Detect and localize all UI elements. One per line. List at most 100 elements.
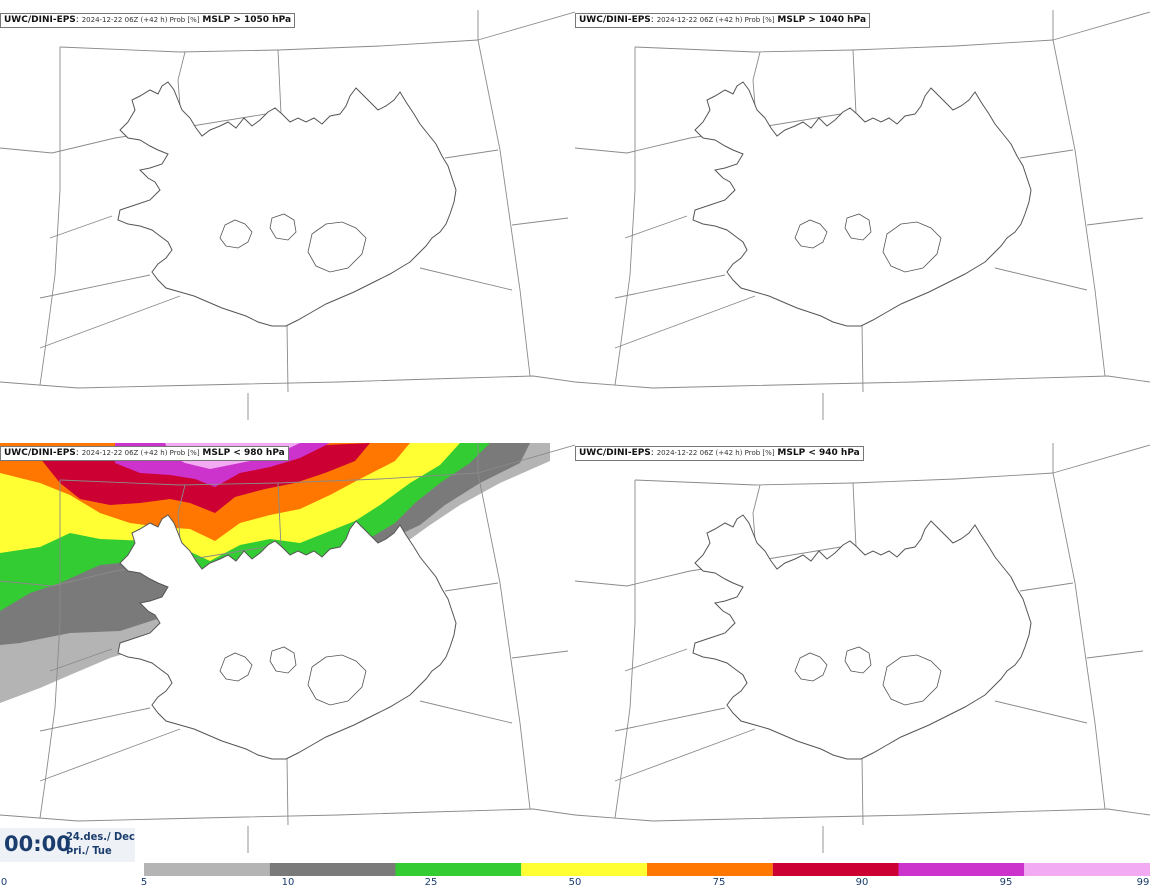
- glacier-outline: [844, 213, 872, 241]
- grid-line: [49, 648, 113, 672]
- grid-line: [0, 375, 575, 389]
- map-grid-lines: [575, 443, 1150, 853]
- grid-line: [511, 650, 569, 659]
- map-panel-mslp-gt-1040: UWC/DINI-EPS: 2024-12-22 06Z (+42 h) Pro…: [575, 10, 1150, 440]
- grid-line: [1052, 39, 1106, 377]
- panel-title: UWC/DINI-EPS: 2024-12-22 06Z (+42 h) Pro…: [0, 446, 289, 461]
- grid-line: [634, 472, 1054, 486]
- grid-line: [0, 111, 279, 154]
- coastline: [692, 81, 1032, 327]
- grid-line: [444, 149, 499, 159]
- grid-line: [177, 484, 186, 540]
- grid-line: [624, 215, 688, 239]
- panel-title: UWC/DINI-EPS: 2024-12-22 06Z (+42 h) Pro…: [0, 13, 296, 28]
- grid-line: [634, 39, 1054, 53]
- iceland-coastline: [117, 514, 457, 760]
- grid-line: [511, 217, 569, 226]
- grid-line: [286, 756, 289, 826]
- colorbar-segment: [144, 863, 270, 876]
- grid-line: [0, 544, 279, 587]
- grid-line: [575, 111, 854, 154]
- grid-line: [0, 808, 575, 822]
- grid-line: [419, 267, 513, 291]
- grid-line: [1086, 217, 1144, 226]
- grid-line: [477, 444, 575, 474]
- grid-line: [39, 47, 61, 386]
- grid-line: [575, 544, 854, 587]
- grid-line: [39, 728, 181, 782]
- grid-line: [39, 480, 61, 819]
- grid-line: [1086, 650, 1144, 659]
- grid-line: [624, 648, 688, 672]
- colorbar-segment: [395, 863, 522, 876]
- map-grid-lines: [0, 10, 575, 420]
- grid-line: [39, 295, 181, 349]
- grid-line: [477, 39, 531, 377]
- map-grid-lines: [575, 10, 1150, 420]
- colorbar-label: 25: [424, 877, 438, 888]
- grid-line: [861, 323, 864, 393]
- grid-line: [1019, 149, 1074, 159]
- probability-colorbar: [144, 863, 1150, 876]
- colorbar-labels: 0 5 10 25 50 75 90 95 99: [0, 877, 1150, 891]
- grid-line: [614, 707, 726, 732]
- glacier-outline: [269, 213, 297, 241]
- colorbar-label: 90: [855, 877, 869, 888]
- map-canvas: [575, 443, 1150, 853]
- grid-line: [861, 756, 864, 826]
- grid-line: [852, 482, 857, 548]
- iceland-coastline: [692, 514, 1032, 760]
- grid-line: [277, 49, 282, 115]
- glacier-outline: [794, 219, 828, 249]
- map-canvas: [0, 10, 575, 420]
- grid-line: [39, 274, 151, 299]
- colorbar-label: 75: [712, 877, 726, 888]
- colorbar-label: 99: [1136, 877, 1150, 888]
- panel-title: UWC/DINI-EPS: 2024-12-22 06Z (+42 h) Pro…: [575, 13, 871, 28]
- grid-line: [614, 47, 636, 386]
- coastline: [117, 81, 457, 327]
- valid-time-clock: 00:00: [4, 832, 71, 856]
- grid-line: [444, 582, 499, 592]
- iceland-coastline: [117, 81, 457, 327]
- grid-line: [575, 808, 1150, 822]
- grid-line: [752, 484, 761, 540]
- colorbar-segment: [898, 863, 1025, 876]
- coastline: [117, 514, 457, 760]
- grid-line: [614, 728, 756, 782]
- grid-line: [477, 472, 531, 810]
- colorbar-label: 50: [568, 877, 582, 888]
- grid-line: [994, 267, 1088, 291]
- valid-date-line-2: Þri./ Tue: [66, 844, 112, 857]
- grid-line: [994, 700, 1088, 724]
- valid-date-line-1: 24.des./ Dec: [66, 830, 135, 843]
- glacier-outline: [794, 652, 828, 682]
- grid-line: [49, 215, 113, 239]
- colorbar-label: 0: [0, 877, 8, 888]
- valid-time-box: 00:00 24.des./ Dec Þri./ Tue: [0, 828, 135, 862]
- glacier-outline: [269, 646, 297, 674]
- valid-time-date: 24.des./ Dec Þri./ Tue: [66, 830, 135, 858]
- grid-line: [852, 49, 857, 115]
- colorbar-label: 95: [999, 877, 1013, 888]
- glacier-outline: [219, 219, 253, 249]
- glacier-outline: [307, 654, 367, 706]
- map-grid-lines: [0, 443, 575, 853]
- colorbar-segment: [269, 863, 396, 876]
- glacier-outline: [219, 652, 253, 682]
- grid-line: [39, 707, 151, 732]
- grid-line: [1052, 472, 1106, 810]
- panel-title: UWC/DINI-EPS: 2024-12-22 06Z (+42 h) Pro…: [575, 446, 864, 461]
- colorbar-label: 10: [281, 877, 295, 888]
- grid-line: [575, 375, 1150, 389]
- grid-line: [614, 480, 636, 819]
- grid-line: [419, 700, 513, 724]
- glacier-outline: [844, 646, 872, 674]
- colorbar-label: 5: [140, 877, 148, 888]
- map-panel-mslp-lt-940: UWC/DINI-EPS: 2024-12-22 06Z (+42 h) Pro…: [575, 443, 1150, 873]
- grid-line: [752, 51, 761, 107]
- colorbar-segment: [1024, 863, 1150, 876]
- map-panel-mslp-lt-980: UWC/DINI-EPS: 2024-12-22 06Z (+42 h) Pro…: [0, 443, 575, 873]
- coastline: [692, 514, 1032, 760]
- grid-line: [177, 51, 186, 107]
